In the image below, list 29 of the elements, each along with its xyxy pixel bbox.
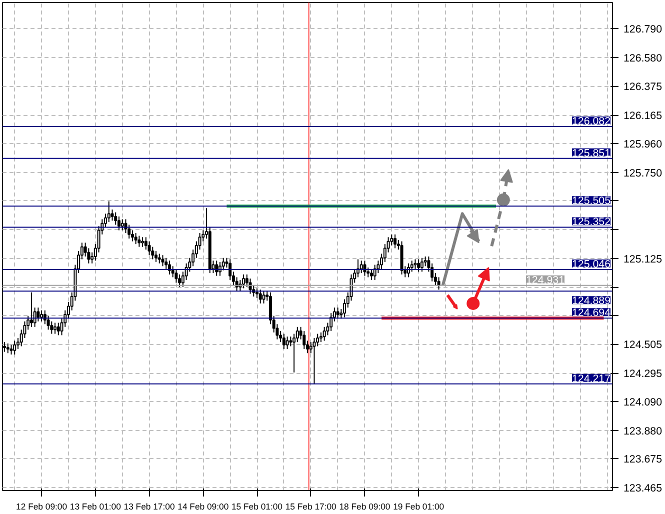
y-tick-label: 124.090 <box>624 396 662 408</box>
ref-line-label: 125.505 <box>572 195 611 208</box>
y-tick-label: 124.295 <box>624 368 662 380</box>
x-tick-label: 14 Feb 09:00 <box>178 502 229 512</box>
ref-line-label: 125.046 <box>572 258 611 270</box>
x-tick-label: 13 Feb 01:00 <box>70 502 122 512</box>
x-tick-label: 15 Feb 01:00 <box>231 502 283 512</box>
y-tick-label: 123.675 <box>624 454 662 466</box>
y-tick-label: 126.790 <box>624 24 662 36</box>
x-tick-label: 13 Feb 17:00 <box>124 502 175 512</box>
ref-line-label: 124.931 <box>526 274 565 286</box>
ref-line-label: 124.217 <box>572 372 611 385</box>
x-tick-label: 18 Feb 09:00 <box>339 502 390 512</box>
y-tick-label: 124.505 <box>624 339 662 352</box>
x-tick-label: 12 Feb 09:00 <box>16 502 68 512</box>
x-tick-label: 19 Feb 01:00 <box>393 502 444 512</box>
y-tick-label: 126.375 <box>624 81 662 94</box>
ref-line-label: 126.082 <box>572 115 611 128</box>
ref-line-label: 125.851 <box>572 147 611 160</box>
ref-line-label: 124.694 <box>572 307 611 320</box>
ref-line-label: 125.352 <box>572 216 611 228</box>
y-tick-label: 126.580 <box>624 52 662 65</box>
y-tick-label: 125.125 <box>624 254 662 266</box>
x-tick-label: 15 Feb 17:00 <box>285 502 337 512</box>
y-tick-label: 123.880 <box>624 425 662 438</box>
y-tick-label: 125.750 <box>624 167 662 180</box>
y-tick-label: 125.960 <box>624 138 662 150</box>
y-tick-label: 123.465 <box>624 482 662 495</box>
y-tick-label: 126.165 <box>624 110 662 122</box>
